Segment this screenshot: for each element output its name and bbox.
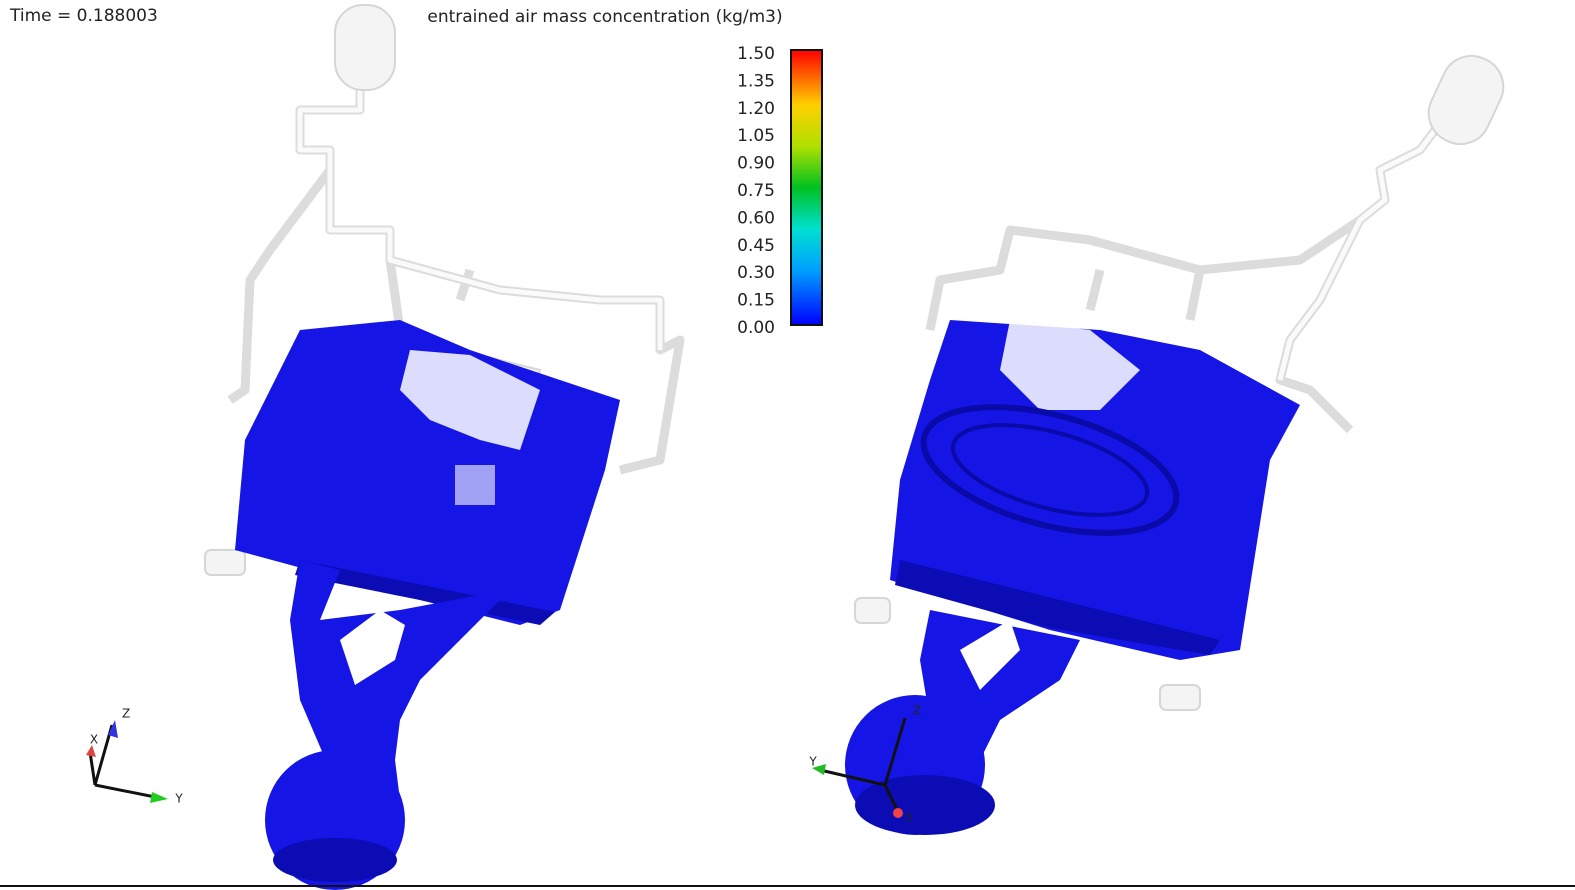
axis-label: Z (122, 707, 130, 721)
colorbar-tick-label: 0.45 (737, 236, 775, 256)
colorbar-tick-label: 1.05 (737, 126, 775, 146)
triad-right (812, 717, 907, 818)
axis-label: X (905, 811, 913, 825)
colorbar-title: entrained air mass concentration (kg/m3) (427, 7, 782, 27)
colorbar-tick-label: 0.90 (737, 154, 775, 174)
axis-label: Z (913, 704, 921, 718)
colorbar-tick-label: 0.30 (737, 263, 775, 283)
colorbar (790, 49, 823, 326)
colorbar-tick-label: 0.60 (737, 208, 775, 228)
colorbar-ticks: 1.50 1.35 1.20 1.05 0.90 0.75 0.60 0.45 0.30 0.15… (737, 44, 775, 338)
triad-left (86, 720, 168, 803)
colorbar-tick-label: 0.15 (737, 291, 775, 311)
colorbar-tick-label: 1.35 (737, 71, 775, 91)
left-model (204, 4, 685, 890)
axis-label: Y (808, 755, 817, 769)
time-label: Time = 0.188003 (9, 6, 158, 26)
right-model (845, 54, 1505, 835)
axis-label: Y (174, 792, 183, 806)
colorbar-tick-label: 0.75 (737, 181, 775, 201)
axis-label: X (90, 733, 98, 747)
colorbar-tick-label: 0.00 (737, 318, 775, 338)
colorbar-tick-label: 1.20 (737, 99, 775, 119)
colorbar-tick-label: 1.50 (737, 44, 775, 64)
